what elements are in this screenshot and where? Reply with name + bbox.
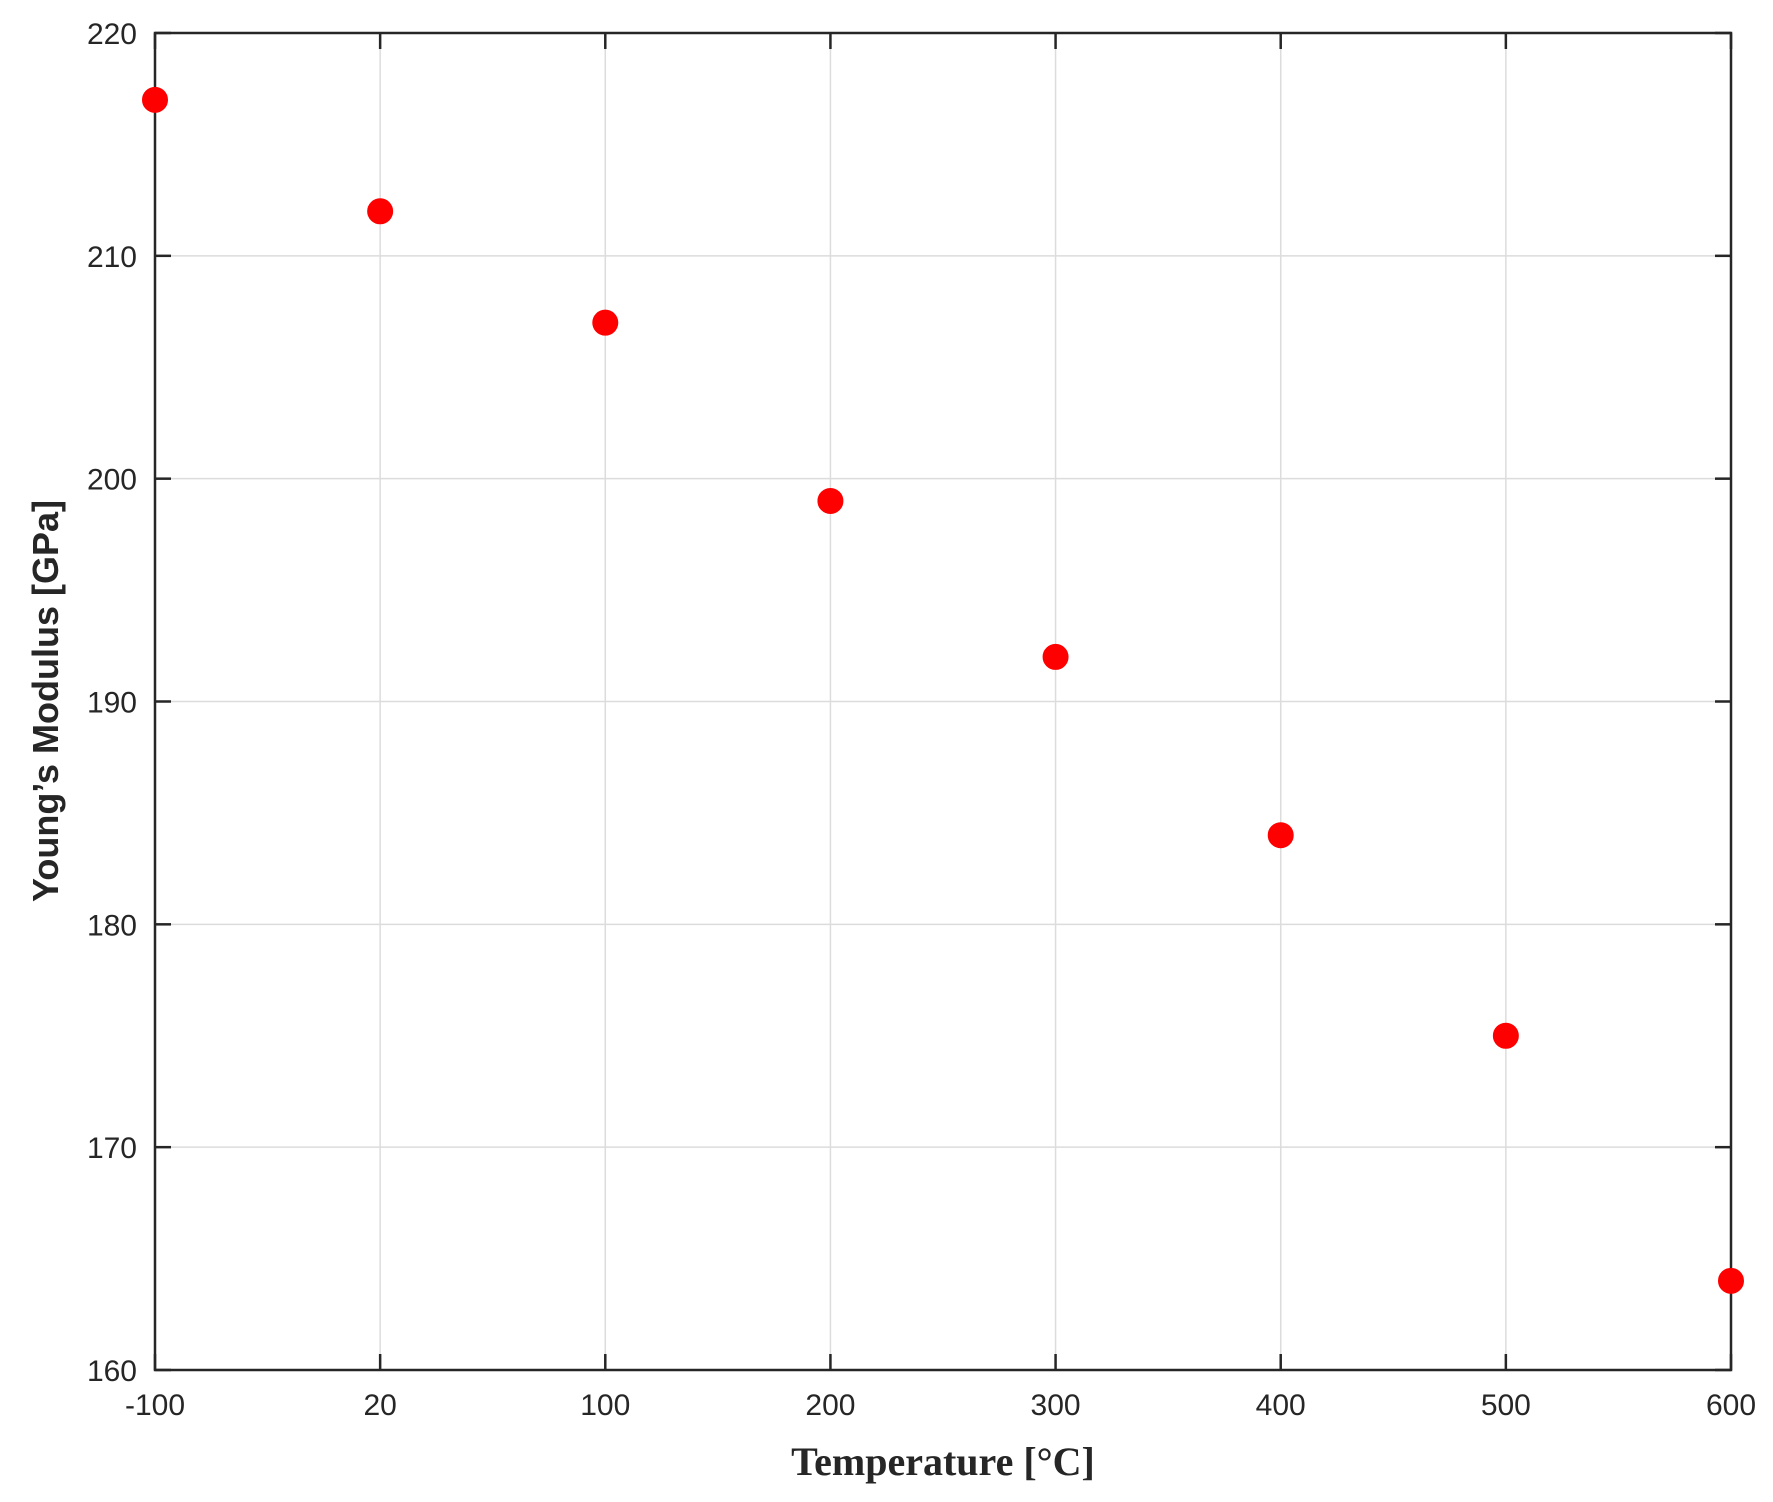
x-tick-label: 600 <box>1706 1389 1756 1422</box>
y-tick-label: 190 <box>87 687 137 720</box>
axis-ticks: -100 20 100 200 300 400 500 600 160 170 180 190 200 2… <box>87 18 1756 1422</box>
data-points <box>142 86 1744 1294</box>
y-tick-label: 200 <box>87 464 137 497</box>
x-tick-label: 400 <box>1256 1389 1306 1422</box>
y-tick-label: 160 <box>87 1355 137 1388</box>
y-tick-label: 220 <box>87 18 137 51</box>
data-point <box>1718 1267 1744 1294</box>
x-tick-label: 20 <box>363 1389 396 1422</box>
y-axis-label: Young’s Modulus [GPa] <box>25 500 66 902</box>
y-tick-label: 180 <box>87 909 137 942</box>
data-point <box>1492 1022 1519 1049</box>
x-tick-label: 100 <box>580 1389 630 1422</box>
data-point <box>142 86 168 113</box>
x-tick-label: 500 <box>1481 1389 1531 1422</box>
x-tick-label: 200 <box>805 1389 855 1422</box>
data-point <box>1267 822 1294 849</box>
x-tick-label: -100 <box>125 1389 185 1422</box>
data-point <box>367 198 394 225</box>
x-axis-label: Temperature [°C] <box>791 1439 1095 1484</box>
x-tick-label: 300 <box>1031 1389 1081 1422</box>
data-point <box>1042 643 1069 670</box>
data-point <box>592 309 619 336</box>
data-point <box>817 487 844 514</box>
y-tick-label: 170 <box>87 1132 137 1165</box>
y-tick-label: 210 <box>87 241 137 274</box>
grid <box>155 33 1731 1370</box>
